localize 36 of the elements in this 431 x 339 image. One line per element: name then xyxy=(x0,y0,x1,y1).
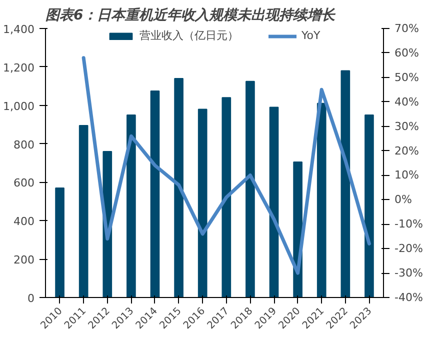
y2-tick-label: -10% xyxy=(394,218,423,231)
y2-tick-label: 30% xyxy=(394,120,419,133)
chart-title: 图表6：日本重机近年收入规模未出现持续增长 xyxy=(46,6,336,24)
y2-tick-label: 40% xyxy=(394,95,419,108)
y2-tick-label: 0% xyxy=(394,193,412,206)
y-tick-label: 1,200 xyxy=(3,61,35,74)
legend-label: YoY xyxy=(302,29,322,42)
y2-tick-label: 20% xyxy=(394,144,419,158)
y2-tick-label: -40% xyxy=(394,291,423,304)
bar xyxy=(126,114,136,298)
bar xyxy=(246,80,255,298)
bar xyxy=(269,106,279,298)
bar xyxy=(55,187,64,298)
y-tick-label: 1,000 xyxy=(3,100,35,113)
y2-tick-label: 70% xyxy=(394,22,419,35)
y-tick-label: 600 xyxy=(14,176,35,190)
y-tick-label: 400 xyxy=(14,215,35,228)
legend-label: 营业收入（亿日元） xyxy=(140,28,238,43)
line-series xyxy=(82,56,371,275)
y2-tick-label: 10% xyxy=(394,168,419,182)
y-tick-label: 200 xyxy=(14,254,35,267)
bar xyxy=(316,102,326,298)
y2-tick-label: -20% xyxy=(394,242,423,256)
bar xyxy=(222,97,232,298)
bar xyxy=(174,78,184,298)
y-tick-label: 800 xyxy=(14,138,35,152)
bar xyxy=(78,125,88,298)
bar xyxy=(340,70,350,298)
bar xyxy=(150,90,160,298)
bar xyxy=(198,108,208,298)
y2-tick-label: -30% xyxy=(394,266,423,280)
y2-tick-label: 60% xyxy=(394,46,419,60)
y2-tick-label: 50% xyxy=(394,70,419,84)
y-tick-label: 0 xyxy=(28,292,34,305)
bar xyxy=(364,114,374,298)
y-tick-label: 1,400 xyxy=(3,23,35,36)
